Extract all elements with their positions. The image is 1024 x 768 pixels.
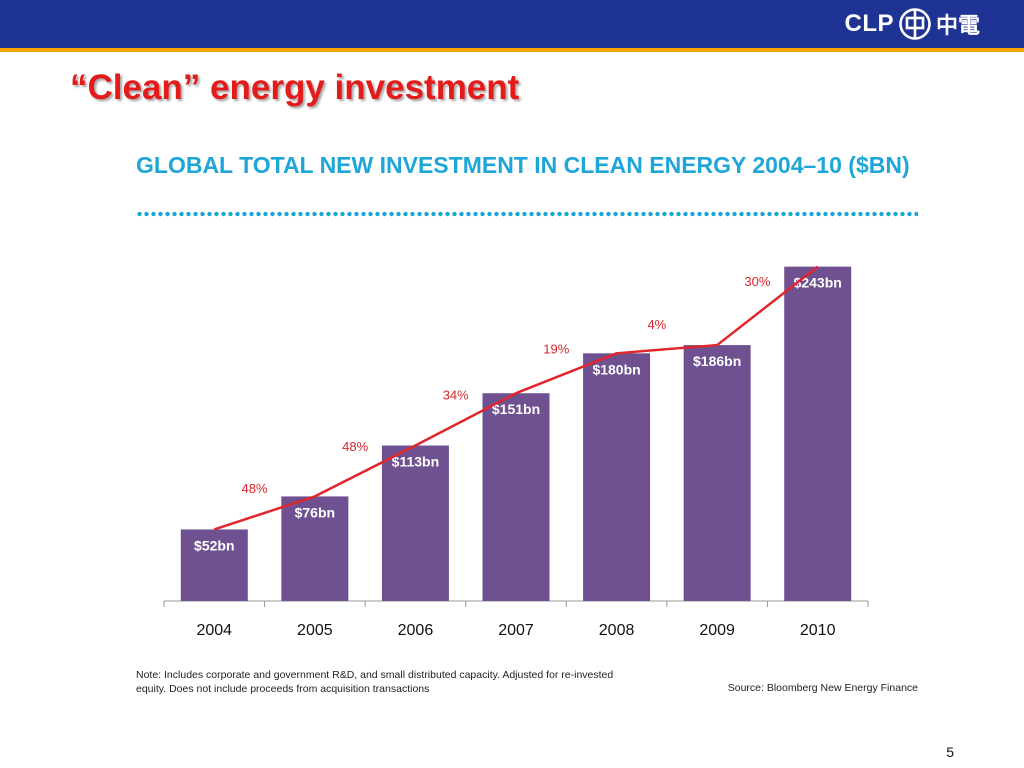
growth-rate-label: 4%	[647, 317, 666, 332]
logo-chinese-text: 中電	[935, 14, 980, 39]
bar-2009	[683, 345, 751, 601]
header-accent-line	[0, 48, 1024, 52]
growth-rate-label: 34%	[443, 387, 469, 402]
bar-2008	[583, 353, 651, 601]
slide-title: “Clean” energy investment	[70, 68, 520, 107]
bar-2010	[784, 266, 852, 601]
logo-text: CLP	[844, 10, 894, 37]
bar-2006	[381, 445, 449, 601]
bar-value-label: $243bn	[794, 275, 842, 291]
chart-source: Source: Bloomberg New Energy Finance	[727, 682, 918, 694]
growth-rate-label: 48%	[242, 481, 268, 496]
bar-value-label: $151bn	[492, 401, 540, 417]
clp-logo: CLP 中電	[844, 8, 980, 40]
bar-value-label: $180bn	[592, 361, 640, 377]
investment-bar-chart: $52bn 2004 $76bn 2005 $113bn 2006 $151bn 2007 $1…	[163, 265, 869, 639]
x-tick-label: 2008	[599, 622, 635, 639]
bar-2007	[482, 393, 550, 601]
x-tick-label: 2007	[498, 622, 534, 639]
x-tick-label: 2010	[800, 622, 836, 639]
clp-emblem-icon	[899, 8, 931, 40]
header-bar	[0, 0, 1024, 48]
bar-value-label: $113bn	[392, 454, 439, 470]
bar-value-label: $76bn	[295, 504, 335, 520]
growth-rate-label: 19%	[543, 341, 569, 356]
x-tick-label: 2004	[196, 622, 232, 639]
x-tick-label: 2005	[297, 622, 333, 639]
bar-value-label: $186bn	[693, 353, 741, 369]
chart-note: Note: Includes corporate and government …	[136, 669, 614, 695]
bar-2005	[281, 496, 349, 601]
chart-title: GLOBAL TOTAL NEW INVESTMENT IN CLEAN ENE…	[136, 152, 910, 178]
page-number: 5	[946, 744, 954, 760]
growth-rate-label: 30%	[744, 274, 770, 289]
bar-2004	[180, 529, 248, 601]
bar-value-label: $52bn	[194, 537, 234, 553]
growth-line	[213, 265, 819, 531]
x-tick-label: 2009	[699, 622, 735, 639]
title-dotted-divider	[136, 211, 918, 217]
growth-rate-label: 48%	[342, 439, 368, 454]
x-tick-label: 2006	[398, 622, 434, 639]
